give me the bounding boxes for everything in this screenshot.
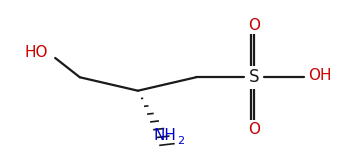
- Text: O: O: [248, 18, 260, 33]
- Text: O: O: [248, 122, 260, 137]
- Text: NH: NH: [154, 128, 177, 143]
- Text: 2: 2: [177, 136, 184, 146]
- Text: HO: HO: [25, 45, 48, 60]
- Text: OH: OH: [308, 68, 331, 83]
- Text: S: S: [249, 68, 259, 86]
